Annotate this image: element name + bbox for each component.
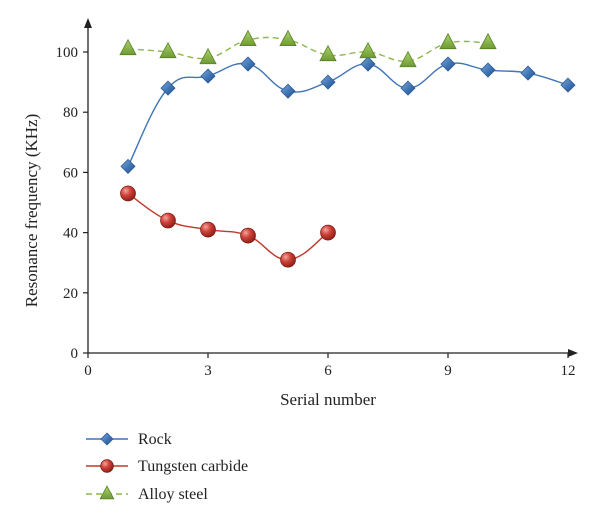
data-point — [320, 74, 336, 90]
data-point — [280, 83, 296, 99]
y-tick-label: 100 — [56, 45, 79, 61]
data-point — [319, 44, 337, 62]
data-point — [120, 185, 136, 202]
data-point — [160, 212, 176, 229]
series-rock — [120, 56, 576, 174]
y-axis-label: Resonance frequency (KHz) — [22, 114, 41, 308]
data-point — [120, 158, 136, 174]
series-alloy-steel — [119, 29, 497, 68]
legend-item: Rock — [86, 431, 172, 448]
y-tick-label: 40 — [63, 226, 78, 242]
data-point — [160, 80, 176, 96]
data-point — [200, 221, 216, 238]
legend-marker — [100, 432, 114, 446]
x-axis-label: Serial number — [280, 390, 376, 409]
data-point — [400, 80, 416, 96]
x-tick-label: 0 — [84, 363, 92, 379]
axes: 0 3 6 9 12 0 20 40 60 80 100 Serial number Resonance… — [22, 18, 578, 409]
data-point — [240, 56, 256, 72]
data-point — [480, 62, 496, 78]
data-point — [239, 29, 257, 47]
data-point — [399, 50, 417, 68]
y-tick-label: 20 — [63, 286, 78, 302]
data-point — [199, 47, 217, 65]
y-tick-label: 60 — [63, 165, 78, 181]
data-point — [440, 56, 456, 72]
data-point — [560, 77, 576, 93]
legend-label: Alloy steel — [138, 486, 208, 503]
x-axis-arrow — [568, 349, 578, 357]
x-tick-label: 6 — [324, 363, 332, 379]
data-point — [479, 32, 497, 50]
plot-area — [119, 29, 576, 268]
legend-item: Alloy steel — [86, 485, 208, 503]
data-point — [360, 56, 376, 72]
y-tick-label: 80 — [63, 105, 78, 121]
y-axis-arrow — [84, 18, 92, 28]
legend: Rock Tungsten carbide Alloy steel — [86, 431, 248, 503]
data-point — [320, 224, 336, 241]
legend-label: Rock — [138, 431, 172, 448]
data-point — [280, 251, 296, 268]
series-tungsten-carbide — [120, 185, 336, 268]
legend-marker — [99, 485, 115, 500]
x-tick-label: 12 — [561, 363, 576, 379]
data-point — [159, 41, 177, 59]
data-point — [240, 227, 256, 244]
data-point — [520, 65, 536, 81]
data-point — [200, 68, 216, 84]
y-tick-label: 0 — [71, 346, 79, 362]
data-point — [439, 32, 457, 50]
x-tick-label: 3 — [204, 363, 212, 379]
legend-marker — [100, 459, 114, 473]
series-line — [127, 192, 329, 261]
data-point — [359, 41, 377, 59]
data-point — [119, 38, 137, 56]
legend-item: Tungsten carbide — [86, 458, 248, 475]
series-line — [127, 36, 489, 62]
legend-label: Tungsten carbide — [138, 458, 248, 475]
x-tick-label: 9 — [444, 363, 452, 379]
data-point — [279, 29, 297, 47]
series-line — [127, 62, 569, 167]
